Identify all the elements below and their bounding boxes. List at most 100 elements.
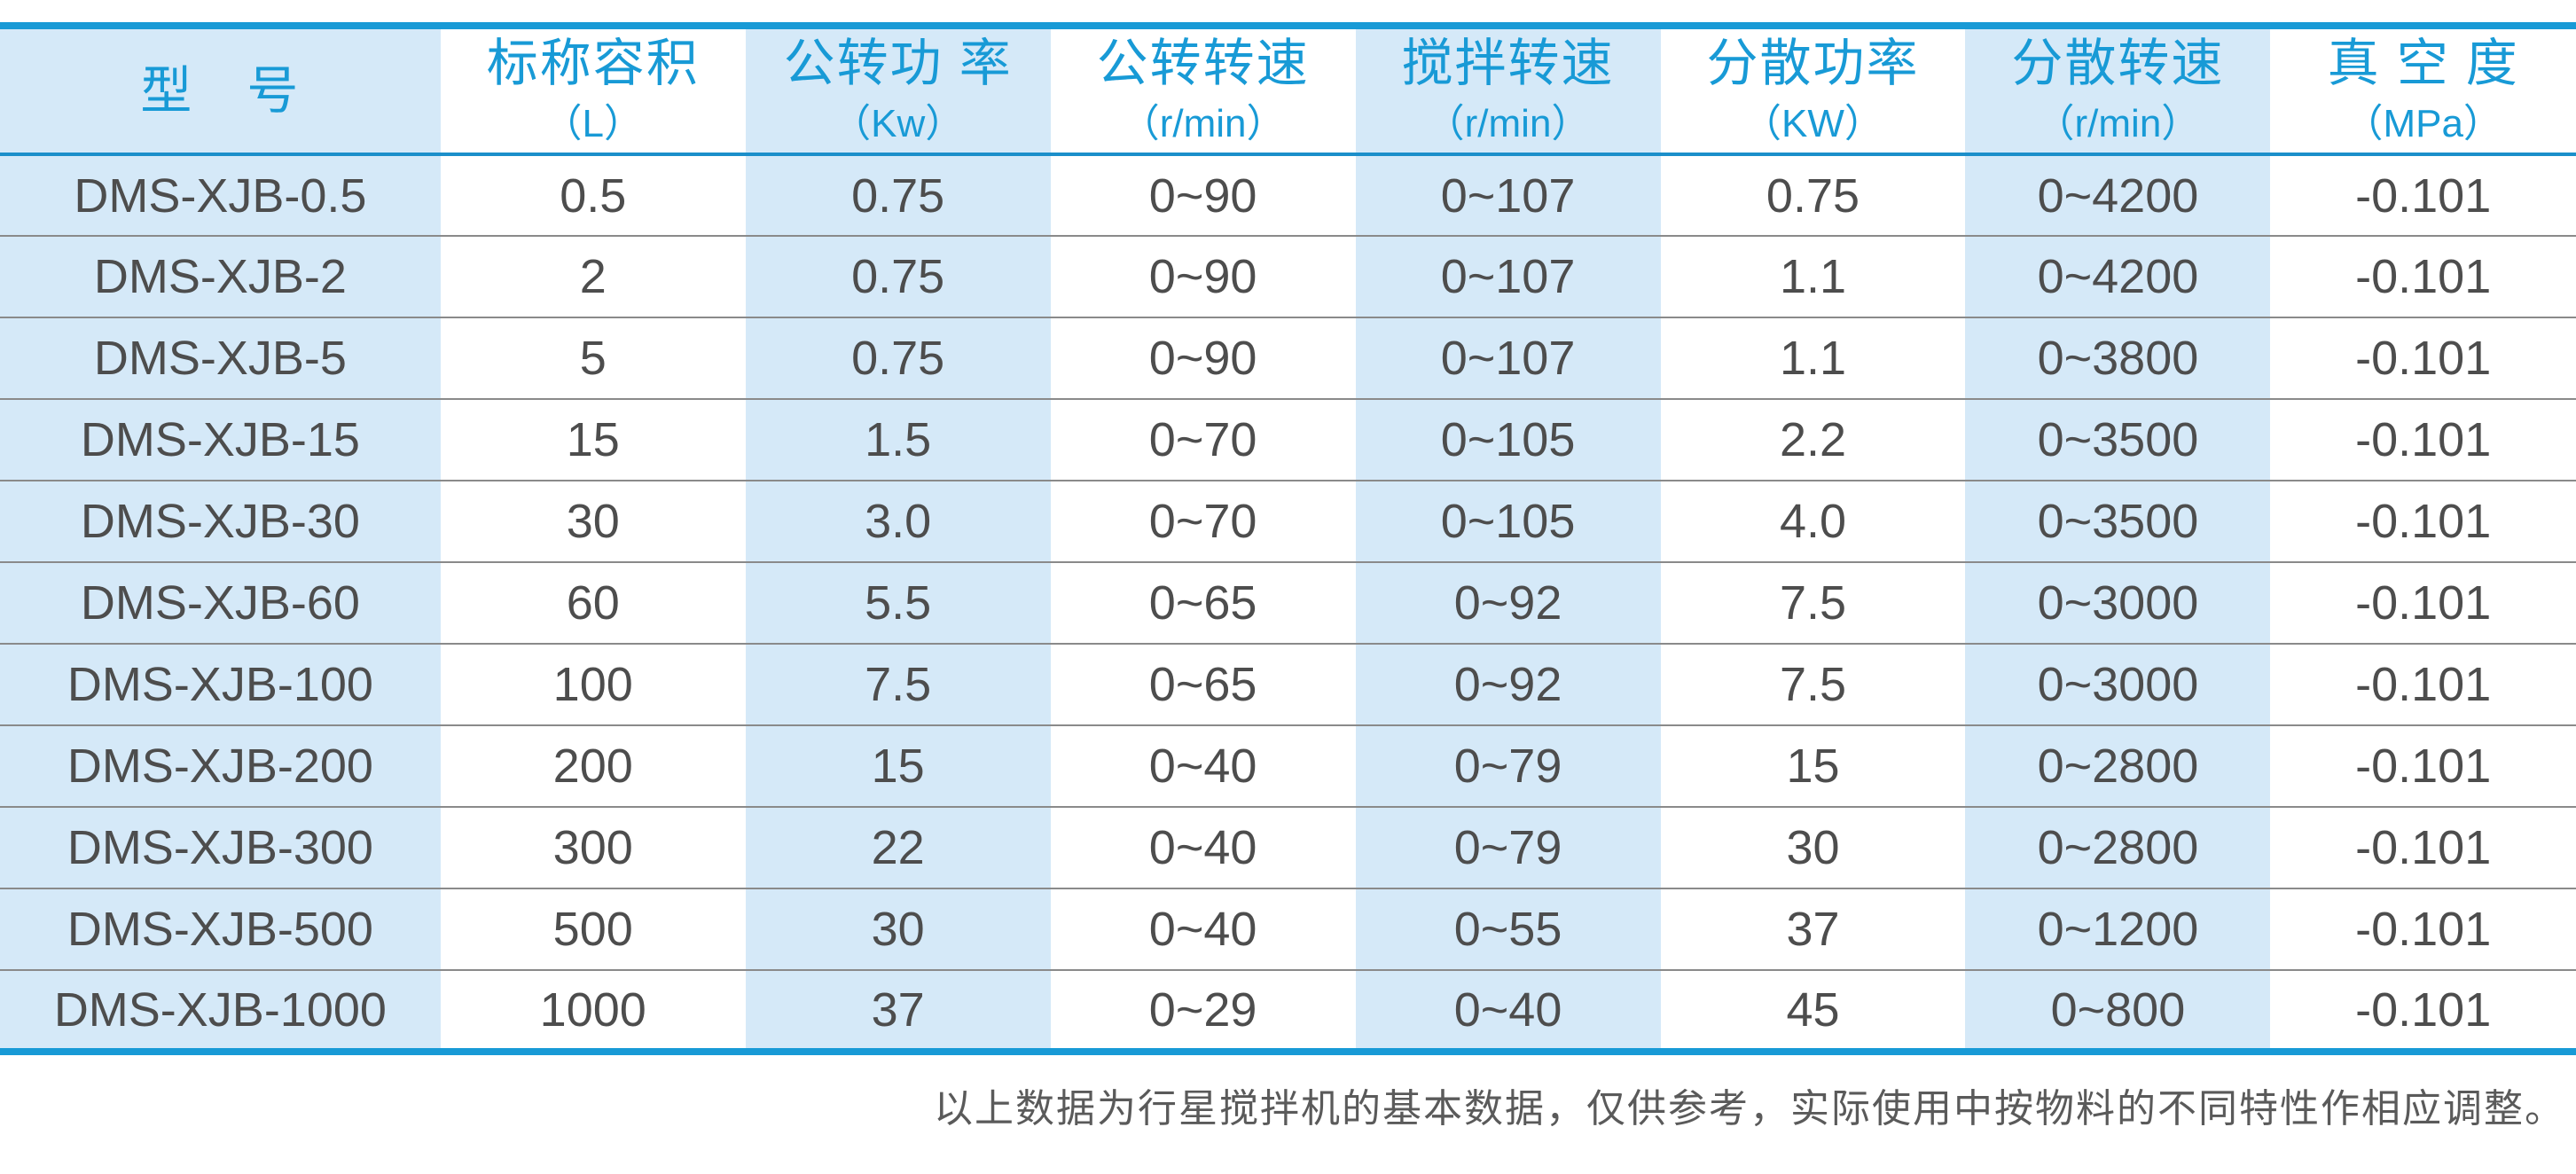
value-cell: 0~40 <box>1453 982 1562 1037</box>
value-cell: 1.1 <box>1779 250 1847 303</box>
page: 型 号 标称容积 （L） 公转功 率 （Kw） 公转转速 （r/min） 搅拌转速 （r/min… <box>0 22 2576 1174</box>
value-cell: 0~90 <box>1148 332 1257 385</box>
value-cell: 0~29 <box>1148 982 1257 1037</box>
value-cell: 30 <box>566 495 620 548</box>
column-header-unit: （L） <box>543 102 643 146</box>
value-cell: -0.101 <box>2355 250 2492 303</box>
column-header-label: 标称容积 <box>486 35 700 93</box>
value-cell: 0~4200 <box>2037 250 2199 303</box>
value-cell: 2.2 <box>1779 413 1847 466</box>
value-cell: 0~2800 <box>2037 740 2199 793</box>
table-row: DMS-XJB-60 60 5.5 0~65 0~92 7.5 0~3000 -0.101 <box>0 562 2576 644</box>
value-cell: 0~105 <box>1440 495 1576 548</box>
table-row: DMS-XJB-300 300 22 0~40 0~79 30 0~2800 -0.101 <box>0 807 2576 888</box>
column-header: 型 号 <box>0 26 441 154</box>
model-cell: DMS-XJB-0.5 <box>74 168 367 223</box>
value-cell: 0.75 <box>1766 168 1860 223</box>
value-cell: 0~107 <box>1440 168 1576 223</box>
value-cell: 0~3000 <box>2037 576 2199 630</box>
value-cell: 15 <box>566 413 620 466</box>
value-cell: 0~79 <box>1453 740 1562 793</box>
value-cell: 22 <box>871 821 925 874</box>
model-cell: DMS-XJB-2 <box>93 250 347 303</box>
column-header-unit: （r/min） <box>2035 102 2201 146</box>
value-cell: 0~70 <box>1148 413 1257 466</box>
value-cell: 2 <box>579 250 607 303</box>
column-header-label: 分散转速 <box>2011 35 2225 93</box>
column-header-label: 分散功率 <box>1706 35 1920 93</box>
value-cell: 7.5 <box>1779 576 1847 630</box>
value-cell: 7.5 <box>1779 658 1847 711</box>
value-cell: 5.5 <box>865 576 932 630</box>
column-header-label: 公转转速 <box>1096 35 1310 93</box>
model-cell: DMS-XJB-5 <box>93 332 347 385</box>
value-cell: 3.0 <box>865 495 932 548</box>
value-cell: -0.101 <box>2355 982 2492 1037</box>
spec-table-head: 型 号 标称容积 （L） 公转功 率 （Kw） 公转转速 （r/min） 搅拌转速 （r/min… <box>0 26 2576 154</box>
column-header-unit: （MPa） <box>2344 102 2502 146</box>
value-cell: 1000 <box>539 982 646 1037</box>
column-header-unit: （r/min） <box>1425 102 1591 146</box>
column-header-label: 型 号 <box>140 61 301 120</box>
value-cell: 0~90 <box>1148 168 1257 223</box>
value-cell: 0~4200 <box>2037 168 2199 223</box>
column-header-label: 真 空 度 <box>2327 35 2519 93</box>
footer-note: 以上数据为行星搅拌机的基本数据，仅供参考，实际使用中按物料的不同特性作相应调整。 <box>934 1086 2565 1131</box>
value-cell: 0~40 <box>1148 821 1257 874</box>
value-cell: 7.5 <box>865 658 932 711</box>
spec-table: 型 号 标称容积 （L） 公转功 率 （Kw） 公转转速 （r/min） 搅拌转速 （r/min… <box>0 22 2576 1055</box>
value-cell: 37 <box>871 982 925 1037</box>
value-cell: 30 <box>1786 821 1840 874</box>
value-cell: 4.0 <box>1779 495 1847 548</box>
value-cell: 300 <box>552 821 633 874</box>
value-cell: 0.75 <box>851 332 945 385</box>
model-cell: DMS-XJB-200 <box>67 740 373 793</box>
column-header: 真 空 度 （MPa） <box>2270 26 2576 154</box>
value-cell: 0~55 <box>1453 903 1562 956</box>
value-cell: -0.101 <box>2355 658 2492 711</box>
column-header-unit: （Kw） <box>832 102 965 146</box>
column-header-unit: （KW） <box>1742 102 1883 146</box>
model-cell: DMS-XJB-60 <box>80 576 360 630</box>
table-row: DMS-XJB-5 5 0.75 0~90 0~107 1.1 0~3800 -0.101 <box>0 317 2576 399</box>
table-row: DMS-XJB-500 500 30 0~40 0~55 37 0~1200 -0.101 <box>0 888 2576 970</box>
model-cell: DMS-XJB-1000 <box>53 982 387 1037</box>
value-cell: 0.5 <box>560 168 627 223</box>
column-header-label: 搅拌转速 <box>1401 35 1615 93</box>
value-cell: 0.75 <box>851 250 945 303</box>
value-cell: 500 <box>552 903 633 956</box>
value-cell: 15 <box>1786 740 1840 793</box>
value-cell: 0~65 <box>1148 658 1257 711</box>
value-cell: 5 <box>579 332 607 385</box>
value-cell: 0~3500 <box>2037 495 2199 548</box>
model-cell: DMS-XJB-30 <box>80 495 360 548</box>
value-cell: 0~70 <box>1148 495 1257 548</box>
value-cell: -0.101 <box>2355 821 2492 874</box>
value-cell: 0~107 <box>1440 332 1576 385</box>
value-cell: 45 <box>1786 982 1840 1037</box>
value-cell: -0.101 <box>2355 332 2492 385</box>
value-cell: -0.101 <box>2355 413 2492 466</box>
value-cell: -0.101 <box>2355 576 2492 630</box>
column-header-unit: （r/min） <box>1120 102 1286 146</box>
value-cell: -0.101 <box>2355 495 2492 548</box>
value-cell: 0~3000 <box>2037 658 2199 711</box>
value-cell: -0.101 <box>2355 740 2492 793</box>
value-cell: 0~40 <box>1148 740 1257 793</box>
value-cell: 60 <box>566 576 620 630</box>
value-cell: 0~3500 <box>2037 413 2199 466</box>
value-cell: 0~92 <box>1453 576 1562 630</box>
value-cell: 1.1 <box>1779 332 1847 385</box>
table-row: DMS-XJB-100 100 7.5 0~65 0~92 7.5 0~3000 -0.101 <box>0 644 2576 725</box>
value-cell: 0~107 <box>1440 250 1576 303</box>
column-header: 公转功 率 （Kw） <box>746 26 1051 154</box>
model-cell: DMS-XJB-100 <box>67 658 373 711</box>
column-header: 分散转速 （r/min） <box>1965 26 2270 154</box>
column-header: 标称容积 （L） <box>441 26 746 154</box>
value-cell: 0~90 <box>1148 250 1257 303</box>
table-row: DMS-XJB-2 2 0.75 0~90 0~107 1.1 0~4200 -0.101 <box>0 236 2576 317</box>
column-header-label: 公转功 率 <box>783 35 1013 93</box>
table-row: DMS-XJB-15 15 1.5 0~70 0~105 2.2 0~3500 -0.101 <box>0 399 2576 481</box>
table-row: DMS-XJB-200 200 15 0~40 0~79 15 0~2800 -0.101 <box>0 725 2576 807</box>
value-cell: 0~79 <box>1453 821 1562 874</box>
